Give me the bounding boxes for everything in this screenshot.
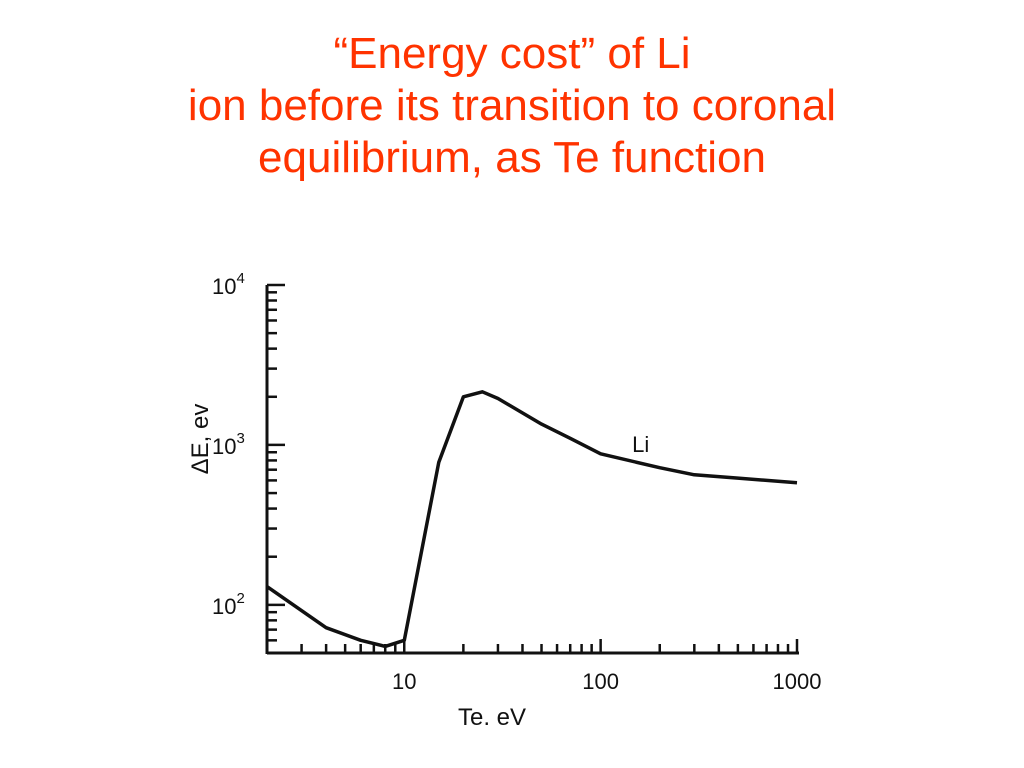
title-line-2: ion before its transition to coronal (187, 81, 837, 130)
tick-labels: 10 100 1000 102 103 104 (212, 270, 821, 694)
y-tick-label: 104 (212, 270, 245, 299)
title-line-1: “Energy cost” of Li (333, 29, 691, 78)
x-tick-label: 1000 (773, 669, 822, 694)
series-label: Li (632, 432, 649, 457)
y-tick-label: 103 (212, 430, 245, 459)
chart: 10 100 1000 102 103 104 Li Te, eV ΔE, ev (160, 215, 860, 731)
x-axis-label: Te, eV (458, 704, 526, 725)
series-group: Li (266, 390, 798, 649)
x-tick-label: 10 (392, 669, 416, 694)
x-tick-label: 100 (582, 669, 619, 694)
series-line-li (266, 390, 798, 649)
y-tick-label: 102 (212, 590, 245, 619)
title-line-3: equilibrium, as Te function (258, 133, 766, 182)
y-axis-label: ΔE, ev (187, 404, 214, 475)
chart-svg: 10 100 1000 102 103 104 Li Te, eV ΔE, ev (187, 270, 821, 731)
slide-title: “Energy cost” of Li ion before its trans… (0, 28, 1024, 184)
axis-ticks (265, 283, 799, 655)
